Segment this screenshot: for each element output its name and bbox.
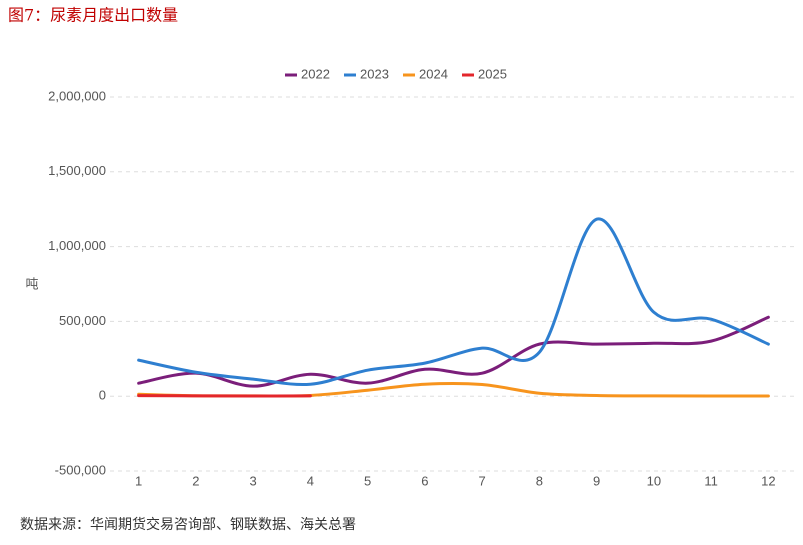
x-tick-label: 8 [536, 473, 543, 488]
x-tick-label: 5 [364, 473, 371, 488]
series-line [137, 381, 770, 398]
y-tick-label: 500,000 [59, 313, 106, 328]
legend-label: 2025 [478, 66, 507, 81]
x-tick-label: 9 [593, 473, 600, 488]
x-tick-label: 1 [135, 473, 142, 488]
y-tick-label: 1,500,000 [48, 163, 106, 178]
x-tick-label: 6 [421, 473, 428, 488]
legend-label: 2022 [301, 66, 330, 81]
x-tick-label: 3 [250, 473, 257, 488]
series-line [137, 217, 770, 387]
legend-label: 2023 [360, 66, 389, 81]
y-axis-label: 吨 [25, 276, 38, 291]
x-tick-label: 12 [761, 473, 775, 488]
x-tick-label: 4 [307, 473, 314, 488]
chart-title: 图7：尿素月度出口数量 [8, 6, 178, 25]
y-tick-label: 1,000,000 [48, 238, 106, 253]
legend-label: 2024 [419, 66, 448, 81]
x-tick-label: 7 [479, 473, 486, 488]
x-tick-label: 11 [704, 473, 718, 488]
x-tick-label: 10 [647, 473, 661, 488]
source-note: 数据来源：华闻期货交易咨询部、钢联数据、海关总署 [20, 516, 356, 533]
y-tick-label: 0 [99, 388, 106, 403]
x-tick-label: 2 [192, 473, 199, 488]
y-tick-label: -500,000 [55, 462, 106, 477]
series-line [137, 315, 770, 388]
y-tick-label: 2,000,000 [48, 88, 106, 103]
